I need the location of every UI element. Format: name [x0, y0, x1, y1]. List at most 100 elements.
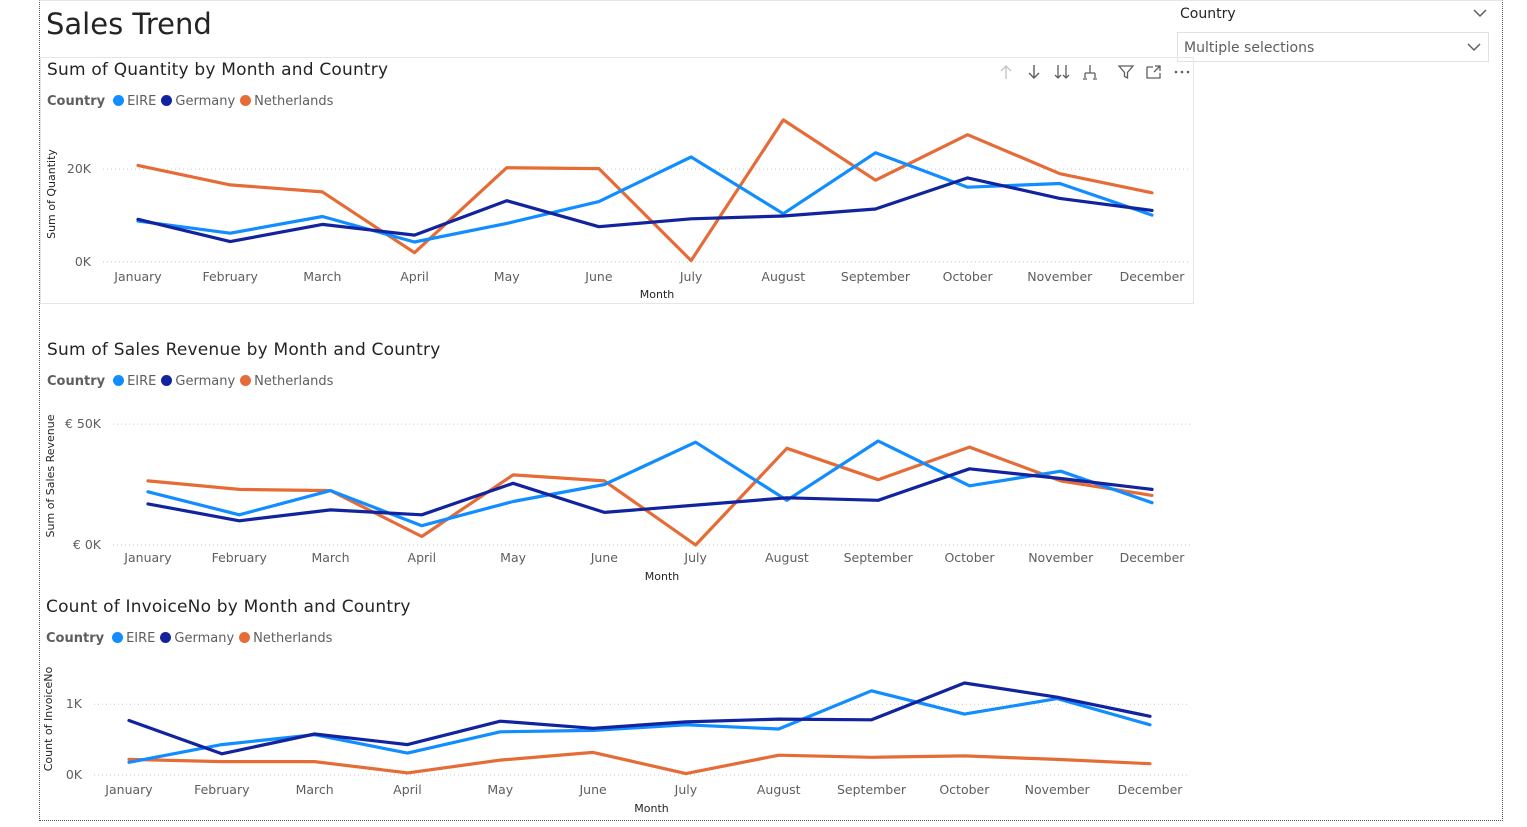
chart-title: Sum of Sales Revenue by Month and Countr… [47, 340, 441, 360]
x-tick-label-january: January [104, 782, 153, 797]
legend-dot [240, 375, 252, 386]
x-tick-label-april: April [393, 782, 422, 797]
legend-title: Country [47, 374, 106, 389]
legend-label: EIRE [127, 374, 157, 389]
legend-dot [161, 95, 173, 106]
quantity-line-chart[interactable]: Sum of Quantity by Month and Country Cou… [40, 57, 1194, 304]
x-tick-label-march: March [296, 782, 334, 797]
x-tick-label-august: August [761, 269, 805, 284]
legend-dot [113, 375, 125, 386]
legend-label: Netherlands [253, 631, 333, 646]
x-axis-title: Month [645, 570, 680, 583]
legend-dot [112, 632, 124, 643]
x-tick-label-may: May [500, 550, 526, 565]
x-tick-label-june: June [584, 269, 613, 284]
x-tick-label-july: July [683, 550, 707, 565]
y-axis-title: Sum of Sales Revenue [44, 414, 57, 537]
sales-revenue-plot-area: € 0K € 50K January February March April May Jun… [44, 414, 1190, 583]
series-line-netherlands [146, 445, 1154, 547]
x-tick-label-october: October [939, 782, 990, 797]
chevron-down-icon[interactable] [1465, 39, 1483, 55]
arrow-up-icon[interactable] [997, 63, 1015, 81]
x-tick-label-april: April [408, 550, 437, 565]
report-canvas [39, 0, 1503, 821]
x-tick-label-april: April [400, 269, 429, 284]
legend-label: Netherlands [254, 374, 334, 389]
series-line-eire [146, 439, 1154, 528]
legend-dot [240, 95, 252, 106]
series-line-netherlands [127, 750, 1152, 776]
x-tick-label-march: March [311, 550, 349, 565]
legend-label: Germany [175, 374, 236, 389]
arrow-down-icon[interactable] [1025, 63, 1043, 81]
x-axis-title: Month [634, 802, 669, 815]
more-options-icon[interactable] [1173, 63, 1191, 81]
chart-legend: Country EIRE Germany Netherlands [46, 631, 337, 646]
x-tick-label-september: September [841, 269, 911, 284]
invoice-count-line-chart[interactable]: Count of InvoiceNo by Month and Country … [40, 595, 1194, 820]
filter-icon[interactable] [1117, 63, 1135, 81]
x-tick-label-october: October [943, 269, 994, 284]
x-tick-label-november: November [1027, 269, 1093, 284]
y-axis-title: Count of InvoiceNo [42, 666, 55, 771]
chart-title: Count of InvoiceNo by Month and Country [46, 597, 411, 617]
legend-item-netherlands[interactable]: Netherlands [240, 374, 333, 389]
legend-dot [160, 632, 172, 643]
y-axis-title: Sum of Quantity [45, 149, 58, 239]
x-tick-label-october: October [944, 550, 995, 565]
page-title: Sales Trend [46, 7, 212, 41]
quantity-plot-area: 0K 20K January February March April May June Jul… [45, 118, 1191, 301]
x-axis-title: Month [640, 288, 675, 301]
series-line-germany [136, 176, 1154, 244]
legend-label: Germany [175, 94, 236, 109]
x-tick-label-august: August [765, 550, 809, 565]
slicer-label: Country [1180, 6, 1236, 22]
legend-title: Country [47, 94, 106, 109]
legend-dot [113, 95, 125, 106]
legend-label: Netherlands [254, 94, 334, 109]
invoice-count-plot-area: 0K 1K January February March April May June July… [42, 666, 1190, 815]
x-tick-label-december: December [1120, 269, 1186, 284]
legend-item-germany[interactable]: Germany [161, 374, 235, 389]
x-tick-label-december: December [1118, 782, 1184, 797]
chart-legend: Country EIRE Germany Netherlands [47, 94, 338, 109]
legend-item-eire[interactable]: EIRE [113, 374, 156, 389]
chevron-down-icon[interactable] [1471, 5, 1489, 21]
slicer-dropdown[interactable]: Multiple selections [1177, 32, 1489, 62]
legend-item-eire[interactable]: EIRE [113, 94, 156, 109]
focus-mode-icon[interactable] [1145, 63, 1163, 81]
y-tick-label: 0K [66, 767, 83, 782]
legend-item-germany[interactable]: Germany [160, 631, 234, 646]
legend-dot [161, 375, 173, 386]
x-tick-label-january: January [123, 550, 172, 565]
sales-revenue-line-chart[interactable]: Sum of Sales Revenue by Month and Countr… [40, 338, 1194, 586]
legend-label: EIRE [127, 94, 157, 109]
series-line-germany [127, 681, 1152, 756]
y-tick-label: 20K [67, 161, 92, 176]
chart-legend: Country EIRE Germany Netherlands [47, 374, 338, 389]
legend-item-netherlands[interactable]: Netherlands [240, 94, 333, 109]
slicer-selected-value: Multiple selections [1184, 40, 1315, 56]
legend-item-germany[interactable]: Germany [161, 94, 235, 109]
series-line-eire [136, 151, 1154, 244]
x-tick-label-may: May [494, 269, 520, 284]
legend-label: EIRE [126, 631, 156, 646]
y-tick-label: 1K [66, 696, 83, 711]
x-tick-label-december: December [1120, 550, 1186, 565]
x-tick-label-june: June [590, 550, 619, 565]
x-tick-label-november: November [1028, 550, 1094, 565]
x-tick-label-september: September [837, 782, 907, 797]
legend-item-eire[interactable]: EIRE [112, 631, 155, 646]
x-tick-label-february: February [194, 782, 250, 797]
expand-hierarchy-icon[interactable] [1081, 63, 1099, 81]
x-tick-label-february: February [202, 269, 258, 284]
y-tick-label: € 50K [65, 416, 102, 431]
legend-item-netherlands[interactable]: Netherlands [239, 631, 332, 646]
x-tick-label-july: July [679, 269, 703, 284]
x-tick-label-may: May [487, 782, 513, 797]
x-tick-label-february: February [212, 550, 268, 565]
double-arrow-down-icon[interactable] [1053, 63, 1071, 81]
x-tick-label-january: January [113, 269, 162, 284]
x-tick-label-august: August [757, 782, 801, 797]
y-tick-label: 0K [75, 254, 92, 269]
